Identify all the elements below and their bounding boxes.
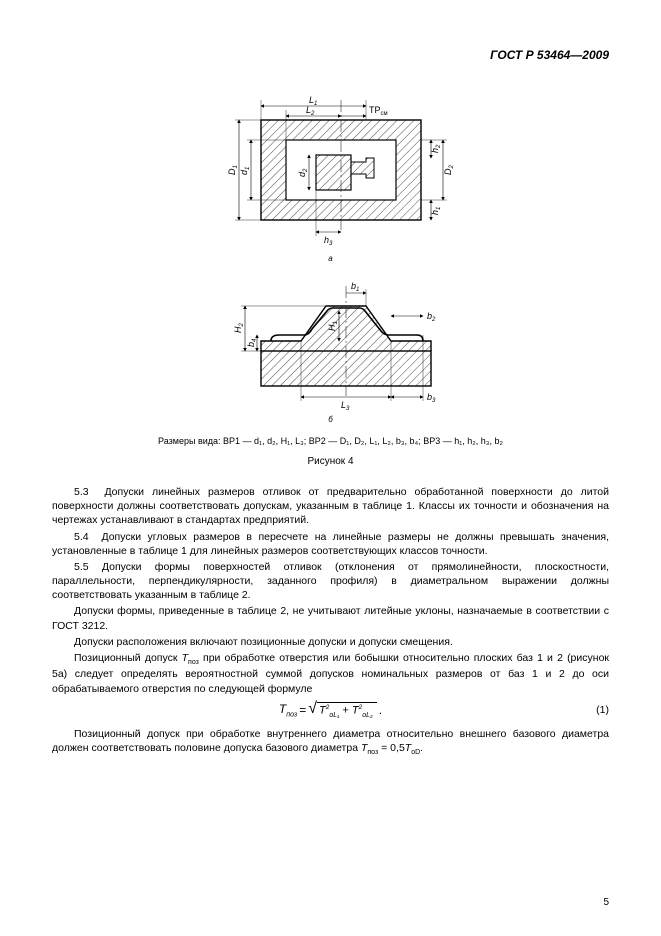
page: ГОСТ Р 53464—2009	[0, 0, 661, 936]
svg-text:h2: h2	[430, 144, 442, 153]
figure-b-svg: b1 b2 H2 b4 H1 L3 b3	[191, 271, 471, 411]
para-last: Позиционный допуск при обработке внутрен…	[52, 727, 609, 758]
page-number: 5	[603, 897, 609, 908]
para-5-3: 5.3 Допуски линейных размеров отливок от…	[52, 485, 609, 528]
svg-text:b2: b2	[427, 311, 436, 323]
svg-text:ТРсм: ТРсм	[369, 105, 388, 117]
figure-title: Рисунок 4	[52, 456, 609, 467]
svg-text:h3: h3	[324, 235, 333, 247]
doc-header: ГОСТ Р 53464—2009	[52, 48, 609, 62]
eq: =	[299, 703, 306, 717]
para-5-5b: Допуски формы, приведенные в таблице 2, …	[52, 604, 609, 632]
text: Позиционный допуск	[74, 652, 182, 664]
formula-number: (1)	[596, 704, 609, 716]
tpoz-sub: поз	[188, 659, 199, 666]
sqrt-sign: √	[308, 702, 317, 716]
figure-caption: Размеры вида: ВР1 — d₁, d₂, H₁, L₃; ВР2 …	[52, 436, 609, 446]
para-5-5: 5.5 Допуски формы поверхностей отливок (…	[52, 560, 609, 603]
text: Позиционный допуск при обработке внутрен…	[52, 728, 609, 754]
para-5-5d: Позиционный допуск Тпоз при обработке от…	[52, 651, 609, 696]
sqrt: √ T2оL₁ + T2оL₂	[308, 702, 377, 719]
text: .	[420, 742, 423, 754]
para-5-4: 5.4 Допуски угловых размеров в пересчете…	[52, 530, 609, 558]
to-sub: оD	[411, 749, 420, 756]
figure-a-label: а	[52, 254, 609, 263]
svg-text:b3: b3	[427, 392, 436, 404]
lhs: Тпоз	[279, 702, 297, 718]
figure-b-label: б	[52, 415, 609, 424]
figure-b: b1 b2 H2 b4 H1 L3 b3 б	[52, 271, 609, 424]
svg-text:h1: h1	[430, 207, 442, 215]
figure-a-svg: L1 L2 ТРсм D1 d1 d2 D2	[191, 80, 471, 250]
svg-text:d1: d1	[239, 167, 251, 175]
svg-text:D1: D1	[227, 165, 239, 175]
sqrt-body: T2оL₁ + T2оL₂	[317, 702, 377, 719]
svg-text:b4: b4	[246, 338, 258, 347]
svg-text:L3: L3	[341, 400, 350, 411]
dot: .	[379, 703, 382, 717]
t-sub: поз	[367, 749, 378, 756]
para-5-5c: Допуски расположения включают позиционны…	[52, 635, 609, 649]
svg-text:H2: H2	[233, 323, 245, 334]
figure-a: L1 L2 ТРсм D1 d1 d2 D2	[52, 80, 609, 263]
formula: Тпоз = √ T2оL₁ + T2оL₂ .	[279, 702, 382, 719]
svg-text:b1: b1	[351, 281, 359, 293]
text: = 0,5	[378, 742, 405, 754]
svg-text:D2: D2	[443, 165, 455, 176]
formula-row: Тпоз = √ T2оL₁ + T2оL₂ . (1)	[52, 702, 609, 719]
